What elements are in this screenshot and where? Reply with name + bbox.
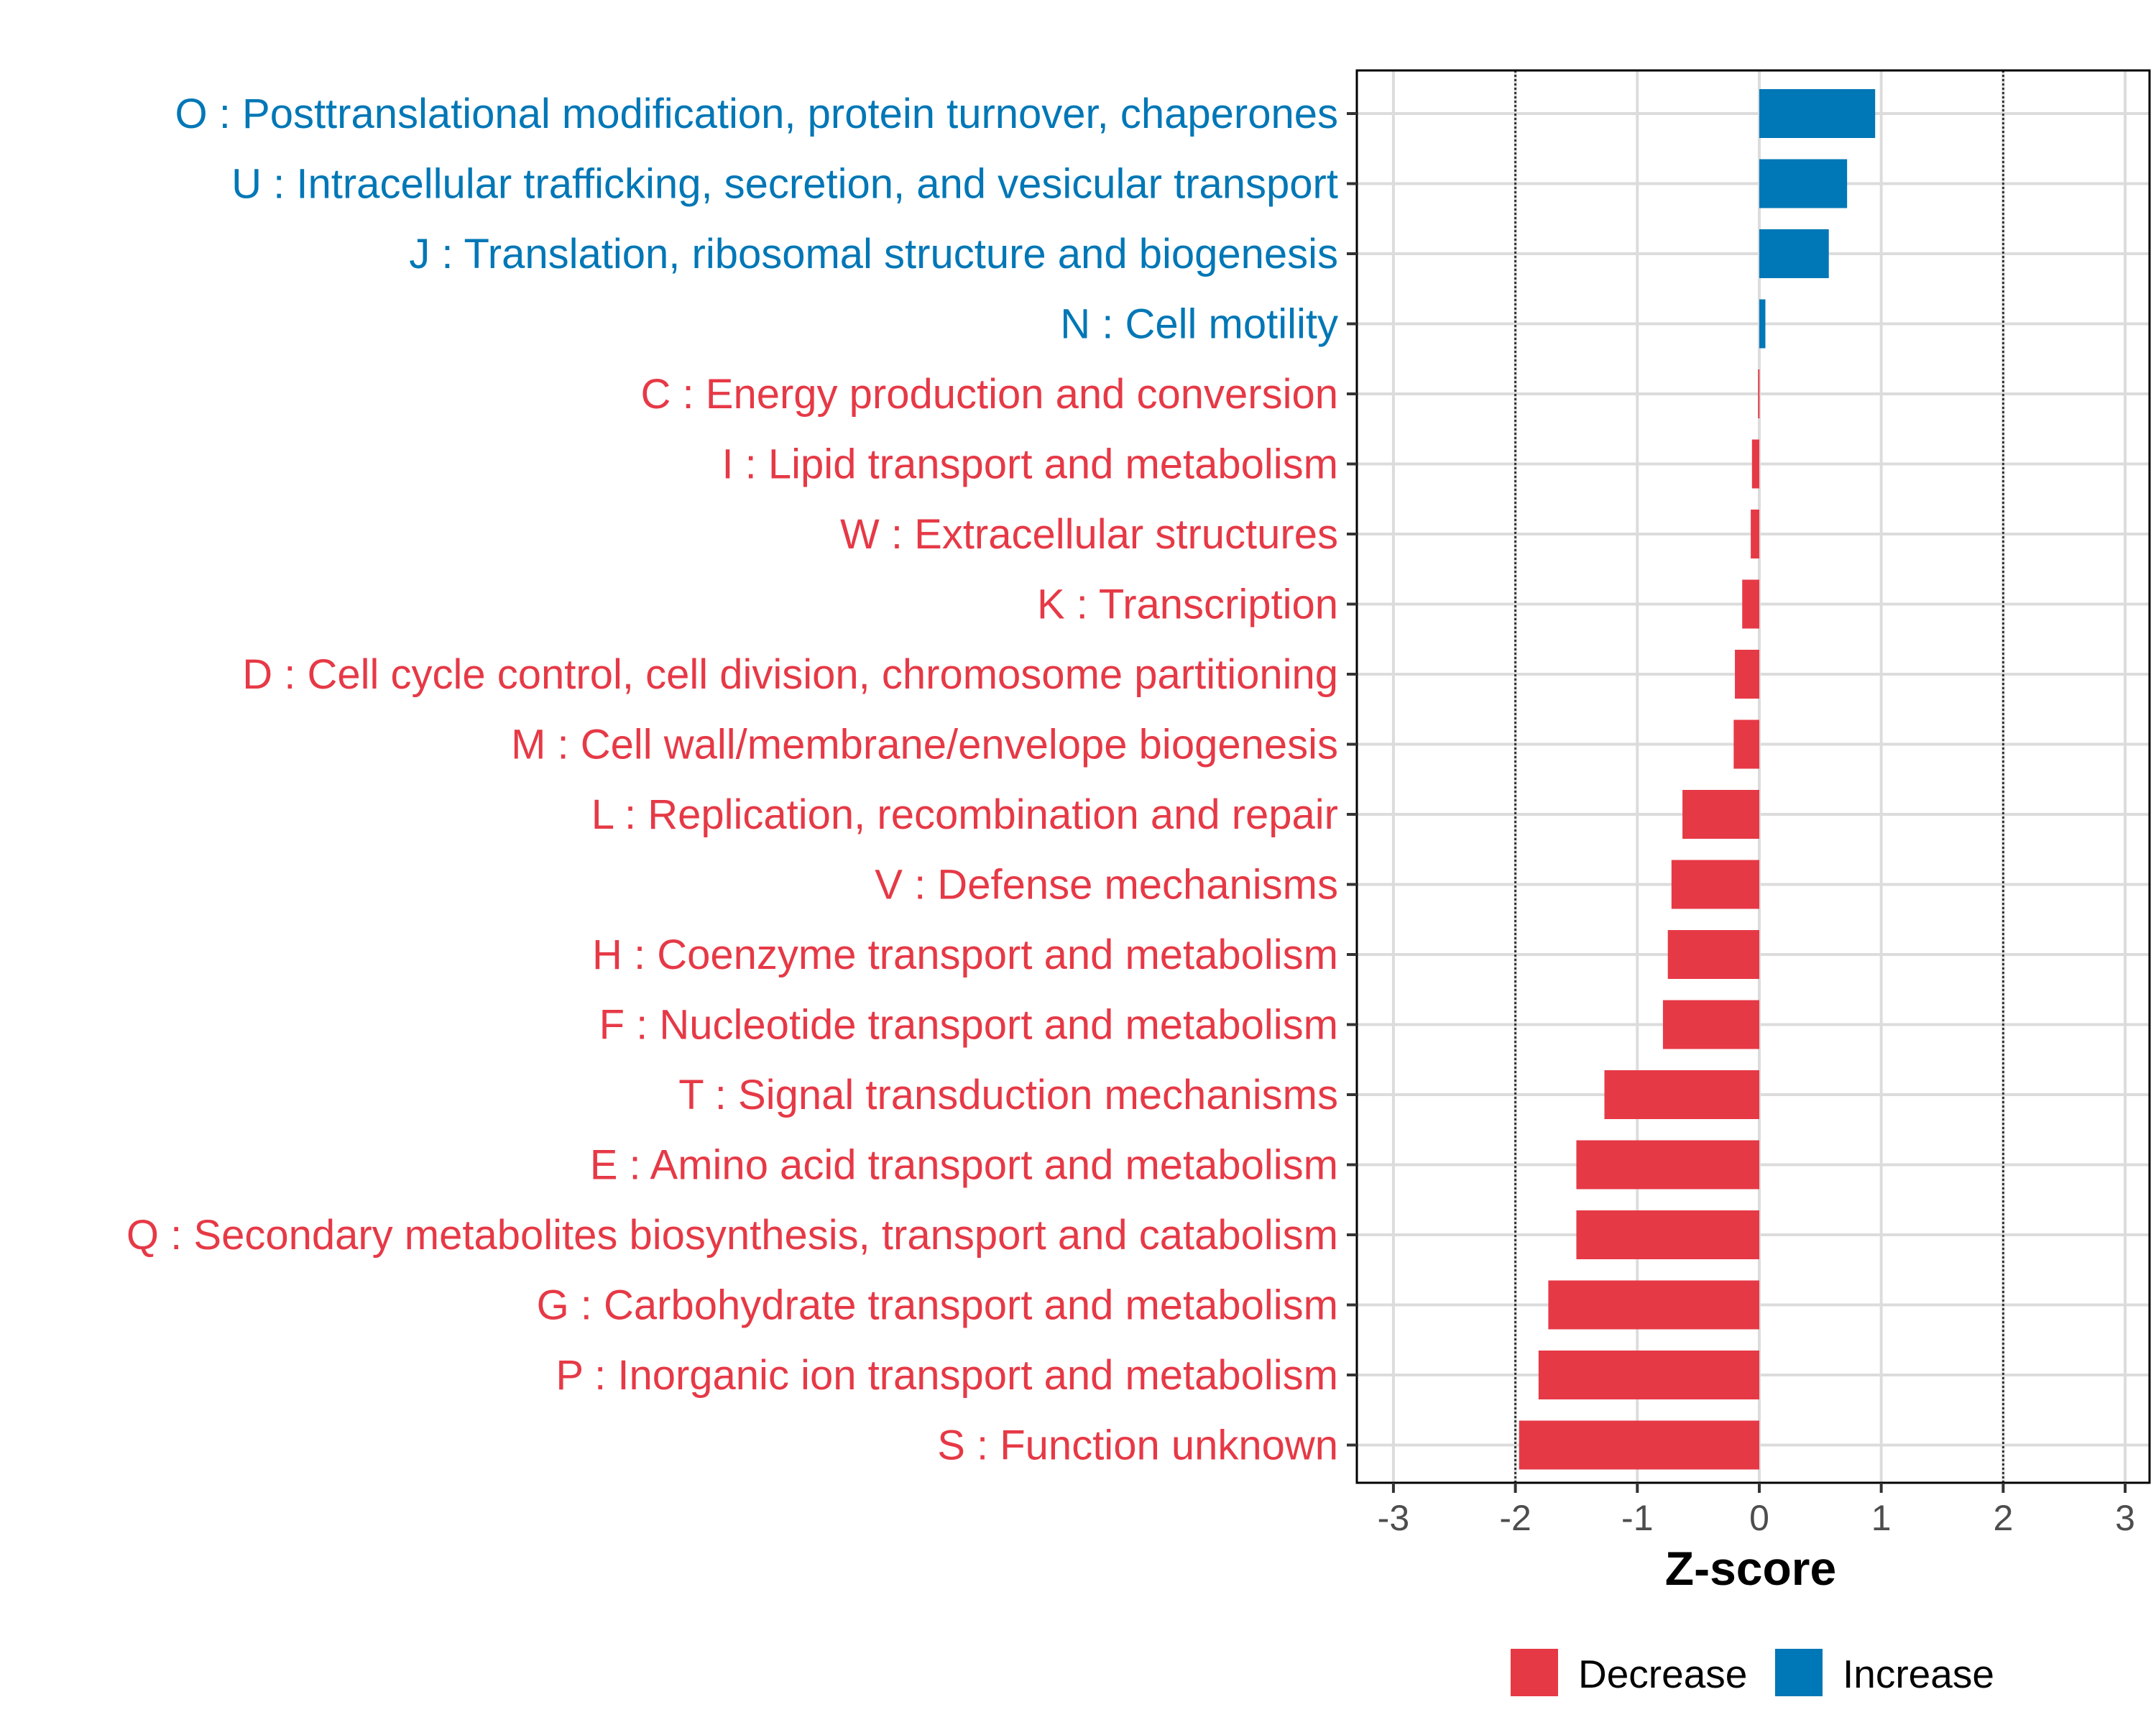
bar bbox=[1759, 159, 1848, 208]
y-ticks bbox=[1347, 112, 1357, 1447]
category-label: E : Amino acid transport and metabolism bbox=[590, 1142, 1338, 1189]
category-label: C : Energy production and conversion bbox=[641, 371, 1338, 418]
category-label: H : Coenzyme transport and metabolism bbox=[592, 932, 1338, 978]
legend-label-decrease: Decrease bbox=[1578, 1652, 1747, 1696]
category-label: D : Cell cycle control, cell division, c… bbox=[242, 651, 1338, 698]
bar bbox=[1576, 1210, 1759, 1259]
x-ticks: -3 -2 -1 0 1 2 3 bbox=[1378, 1483, 2135, 1538]
panel-border bbox=[1355, 69, 2151, 1484]
category-label: V : Defense mechanisms bbox=[875, 862, 1338, 908]
category-label: P : Inorganic ion transport and metaboli… bbox=[556, 1352, 1338, 1399]
category-label: O : Posttranslational modification, prot… bbox=[175, 91, 1338, 137]
x-tick-label: 3 bbox=[2115, 1498, 2135, 1538]
legend-label-increase: Increase bbox=[1843, 1652, 1994, 1696]
bar bbox=[1735, 650, 1759, 699]
bar bbox=[1682, 790, 1759, 839]
category-label: K : Transcription bbox=[1037, 581, 1338, 628]
bar bbox=[1733, 719, 1759, 769]
category-label: F : Nucleotide transport and metabolism bbox=[599, 1002, 1338, 1049]
bar bbox=[1576, 1140, 1759, 1190]
bar bbox=[1519, 1420, 1759, 1470]
bar bbox=[1548, 1280, 1759, 1330]
legend-swatch-decrease bbox=[1511, 1649, 1558, 1696]
bar bbox=[1671, 860, 1759, 909]
category-label: S : Function unknown bbox=[937, 1422, 1338, 1469]
bar bbox=[1667, 930, 1759, 979]
bar bbox=[1751, 439, 1759, 489]
category-label: U : Intracellular trafficking, secretion… bbox=[231, 161, 1338, 208]
bar bbox=[1538, 1351, 1759, 1399]
x-tick-label: 0 bbox=[1749, 1498, 1769, 1538]
bar bbox=[1751, 510, 1759, 558]
category-label: I : Lipid transport and metabolism bbox=[722, 441, 1338, 488]
category-labels: O : Posttranslational modification, prot… bbox=[126, 91, 1338, 1469]
category-label: J : Translation, ribosomal structure and… bbox=[409, 231, 1338, 277]
category-label: M : Cell wall/membrane/envelope biogenes… bbox=[511, 722, 1338, 768]
bar bbox=[1759, 299, 1766, 349]
category-label: T : Signal transduction mechanisms bbox=[678, 1072, 1338, 1118]
bar bbox=[1759, 89, 1876, 138]
bar bbox=[1759, 229, 1829, 278]
category-label: N : Cell motility bbox=[1060, 301, 1338, 348]
x-tick-label: 2 bbox=[1993, 1498, 2013, 1538]
category-label: L : Replication, recombination and repai… bbox=[591, 791, 1338, 838]
grid-layer bbox=[1357, 70, 2150, 1483]
x-tick-label: -2 bbox=[1499, 1498, 1531, 1538]
legend: Decrease Increase bbox=[1511, 1649, 1994, 1696]
category-label: G : Carbohydrate transport and metabolis… bbox=[537, 1282, 1338, 1329]
x-tick-label: 1 bbox=[1871, 1498, 1892, 1538]
bar bbox=[1604, 1070, 1759, 1119]
x-axis-title: Z-score bbox=[1665, 1542, 1836, 1595]
category-label: W : Extracellular structures bbox=[840, 511, 1338, 558]
bar bbox=[1662, 1000, 1759, 1049]
bar bbox=[1758, 369, 1760, 418]
x-tick-label: -1 bbox=[1621, 1498, 1653, 1538]
bars bbox=[1519, 89, 1876, 1470]
legend-swatch-increase bbox=[1775, 1649, 1823, 1696]
category-label: Q : Secondary metabolites biosynthesis, … bbox=[126, 1212, 1338, 1259]
x-tick-label: -3 bbox=[1378, 1498, 1409, 1538]
bar bbox=[1742, 579, 1759, 629]
